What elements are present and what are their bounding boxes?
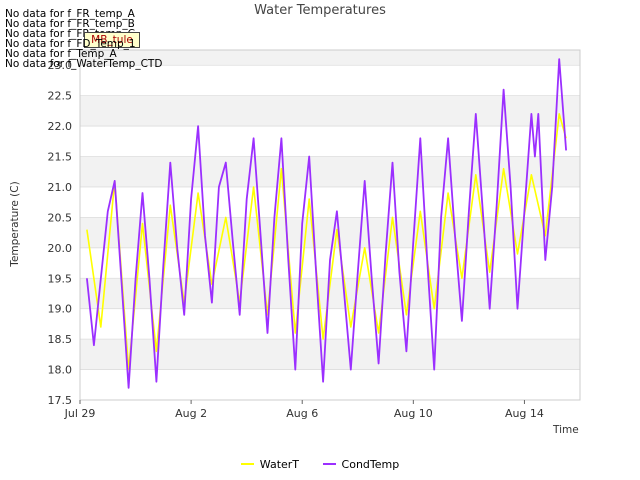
no-data-message: No data for f_FD_Temp_1 bbox=[5, 38, 136, 50]
site-tag: MB_tule bbox=[84, 32, 140, 48]
plot-band bbox=[80, 50, 580, 66]
plot-band bbox=[80, 95, 580, 127]
x-tick-label: Aug 2 bbox=[175, 407, 207, 420]
plot-bands bbox=[80, 50, 580, 370]
x-axis-label: Time bbox=[553, 424, 579, 436]
y-tick-label: 22.0 bbox=[48, 120, 73, 133]
series-line-watert bbox=[86, 113, 567, 371]
plot-area-frame bbox=[79, 49, 581, 401]
y-tick-label: 21.5 bbox=[48, 151, 73, 164]
legend-item-watert: WaterT bbox=[240, 457, 300, 471]
y-tick-label: 22.5 bbox=[48, 90, 73, 103]
x-tick-label: Aug 14 bbox=[505, 407, 544, 420]
series-line-condtemp bbox=[86, 58, 567, 389]
plot-band bbox=[80, 339, 580, 370]
legend: WaterT CondTemp bbox=[0, 455, 640, 471]
y-tick-label: 20.0 bbox=[48, 242, 73, 255]
y-tick-label: 19.0 bbox=[48, 303, 73, 316]
no-data-message: No data for f_FR_temp_A bbox=[5, 8, 135, 20]
chart-title: Water Temperatures bbox=[254, 3, 386, 18]
y-axis-label: Temperature (C) bbox=[9, 181, 21, 267]
no-data-message: No data for f_WaterTemp_CTD bbox=[5, 58, 163, 70]
y-tick-label: 21.0 bbox=[48, 181, 73, 194]
legend-swatch-condtemp bbox=[322, 463, 336, 465]
x-tick-label: Aug 10 bbox=[394, 407, 433, 420]
plot-band bbox=[80, 156, 580, 187]
y-tick-label: 17.5 bbox=[48, 394, 73, 407]
y-tick-label: 20.5 bbox=[48, 211, 73, 224]
y-tick-label: 18.5 bbox=[48, 333, 73, 346]
x-tick-label: Aug 6 bbox=[286, 407, 318, 420]
legend-label-condtemp: CondTemp bbox=[341, 457, 400, 471]
no-data-message: No data for f_FR_temp_C bbox=[5, 28, 135, 40]
series-lines bbox=[86, 58, 567, 389]
no-data-message: No data for f_Temp_A bbox=[5, 48, 117, 60]
no-data-message: No data for f_FR_temp_B bbox=[5, 18, 135, 30]
x-axis-ticks: Jul 29 Aug 2 Aug 6 Aug 10 Aug 14 bbox=[64, 400, 544, 420]
y-tick-label: 19.5 bbox=[48, 272, 73, 285]
legend-item-condtemp: CondTemp bbox=[322, 457, 400, 471]
y-tick-label: 18.0 bbox=[48, 364, 73, 377]
y-axis-ticks: 17.5 18.0 18.5 19.0 19.5 20.0 20.5 21.0 21.5 22.0… bbox=[48, 59, 73, 407]
y-tick-label: 23.0 bbox=[48, 59, 73, 72]
plot-band bbox=[80, 217, 580, 248]
legend-label-watert: WaterT bbox=[259, 457, 300, 471]
x-tick-label: Jul 29 bbox=[64, 407, 96, 420]
legend-swatch-watert bbox=[240, 463, 254, 465]
